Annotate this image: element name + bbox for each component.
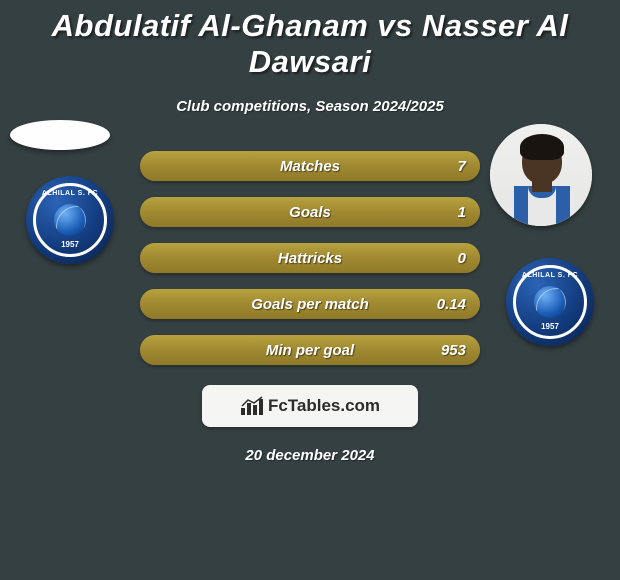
bar-chart-icon xyxy=(240,396,264,416)
player-left-placeholder xyxy=(10,120,110,150)
crest-text: ALHILAL S. FC xyxy=(522,272,578,279)
watermark-text: FcTables.com xyxy=(268,396,380,416)
stat-value: 0 xyxy=(458,250,466,267)
player-right-photo xyxy=(490,124,592,226)
page-subtitle: Club competitions, Season 2024/2025 xyxy=(0,98,620,115)
crest-text: ALHILAL S. FC xyxy=(42,190,98,197)
stat-value: 7 xyxy=(458,158,466,175)
stat-label: Matches xyxy=(280,158,340,175)
stat-value: 0.14 xyxy=(437,296,466,313)
crest-year: 1957 xyxy=(61,240,79,249)
stat-label: Goals per match xyxy=(251,296,369,313)
club-crest-left: ALHILAL S. FC 1957 xyxy=(26,176,114,264)
page-title: Abdulatif Al-Ghanam vs Nasser Al Dawsari xyxy=(0,0,620,80)
crest-ball-icon xyxy=(54,204,86,236)
crest-ball-icon xyxy=(534,286,566,318)
stat-row: Min per goal 953 xyxy=(140,335,480,365)
stat-row: Matches 7 xyxy=(140,151,480,181)
stat-value: 953 xyxy=(441,342,466,359)
stat-label: Min per goal xyxy=(266,342,354,359)
club-crest-right: ALHILAL S. FC 1957 xyxy=(506,258,594,346)
stat-label: Hattricks xyxy=(278,250,342,267)
stat-row: Goals per match 0.14 xyxy=(140,289,480,319)
stat-row: Hattricks 0 xyxy=(140,243,480,273)
crest-year: 1957 xyxy=(541,322,559,331)
stat-row: Goals 1 xyxy=(140,197,480,227)
stat-label: Goals xyxy=(289,204,331,221)
watermark: FcTables.com xyxy=(202,385,418,427)
date-text: 20 december 2024 xyxy=(0,447,620,464)
stat-value: 1 xyxy=(458,204,466,221)
